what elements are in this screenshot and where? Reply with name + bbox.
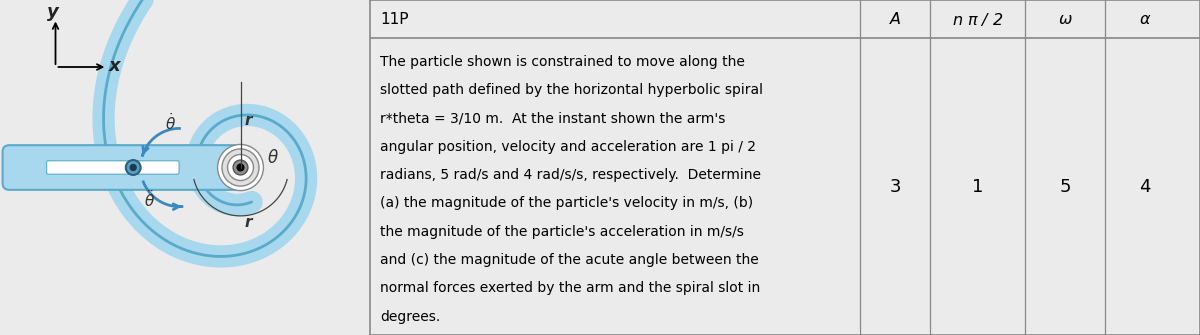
Text: and (c) the magnitude of the acute angle between the: and (c) the magnitude of the acute angle…: [380, 253, 758, 267]
Text: n $\pi$ / 2: n $\pi$ / 2: [952, 10, 1003, 27]
Text: y: y: [47, 3, 59, 21]
Text: r*theta = 3/10 m.  At the instant shown the arm's: r*theta = 3/10 m. At the instant shown t…: [380, 112, 725, 126]
Text: 11P: 11P: [380, 11, 408, 26]
Text: angular position, velocity and acceleration are 1 pi / 2: angular position, velocity and accelerat…: [380, 140, 756, 154]
Text: $\alpha$: $\alpha$: [1139, 11, 1151, 26]
Circle shape: [238, 164, 244, 171]
FancyBboxPatch shape: [2, 145, 247, 190]
Circle shape: [126, 160, 140, 175]
Text: radians, 5 rad/s and 4 rad/s/s, respectively.  Determine: radians, 5 rad/s and 4 rad/s/s, respecti…: [380, 168, 761, 182]
Text: 4: 4: [1139, 178, 1151, 196]
Text: The particle shown is constrained to move along the: The particle shown is constrained to mov…: [380, 55, 745, 69]
Circle shape: [217, 144, 264, 191]
Text: 5: 5: [1060, 178, 1070, 196]
Circle shape: [228, 154, 253, 181]
Circle shape: [222, 149, 259, 186]
Circle shape: [233, 160, 248, 175]
Text: $\ddot{\theta}$: $\ddot{\theta}$: [144, 189, 155, 210]
Text: 1: 1: [972, 178, 983, 196]
Text: the magnitude of the particle's acceleration in m/s/s: the magnitude of the particle's accelera…: [380, 225, 744, 239]
Text: 3: 3: [889, 178, 901, 196]
Text: degrees.: degrees.: [380, 310, 440, 324]
Text: normal forces exerted by the arm and the spiral slot in: normal forces exerted by the arm and the…: [380, 281, 761, 295]
Text: r: r: [245, 113, 252, 128]
Text: $\omega$: $\omega$: [1057, 11, 1073, 26]
Text: $\dot{\theta}$: $\dot{\theta}$: [164, 112, 175, 133]
Text: slotted path defined by the horizontal hyperbolic spiral: slotted path defined by the horizontal h…: [380, 83, 763, 97]
FancyBboxPatch shape: [47, 161, 179, 174]
Text: A: A: [889, 11, 900, 26]
Circle shape: [131, 164, 136, 171]
Text: x: x: [109, 58, 121, 75]
Text: $\theta$: $\theta$: [268, 149, 278, 167]
Text: r: r: [245, 215, 252, 230]
Text: (a) the magnitude of the particle's velocity in m/s, (b): (a) the magnitude of the particle's velo…: [380, 196, 754, 210]
